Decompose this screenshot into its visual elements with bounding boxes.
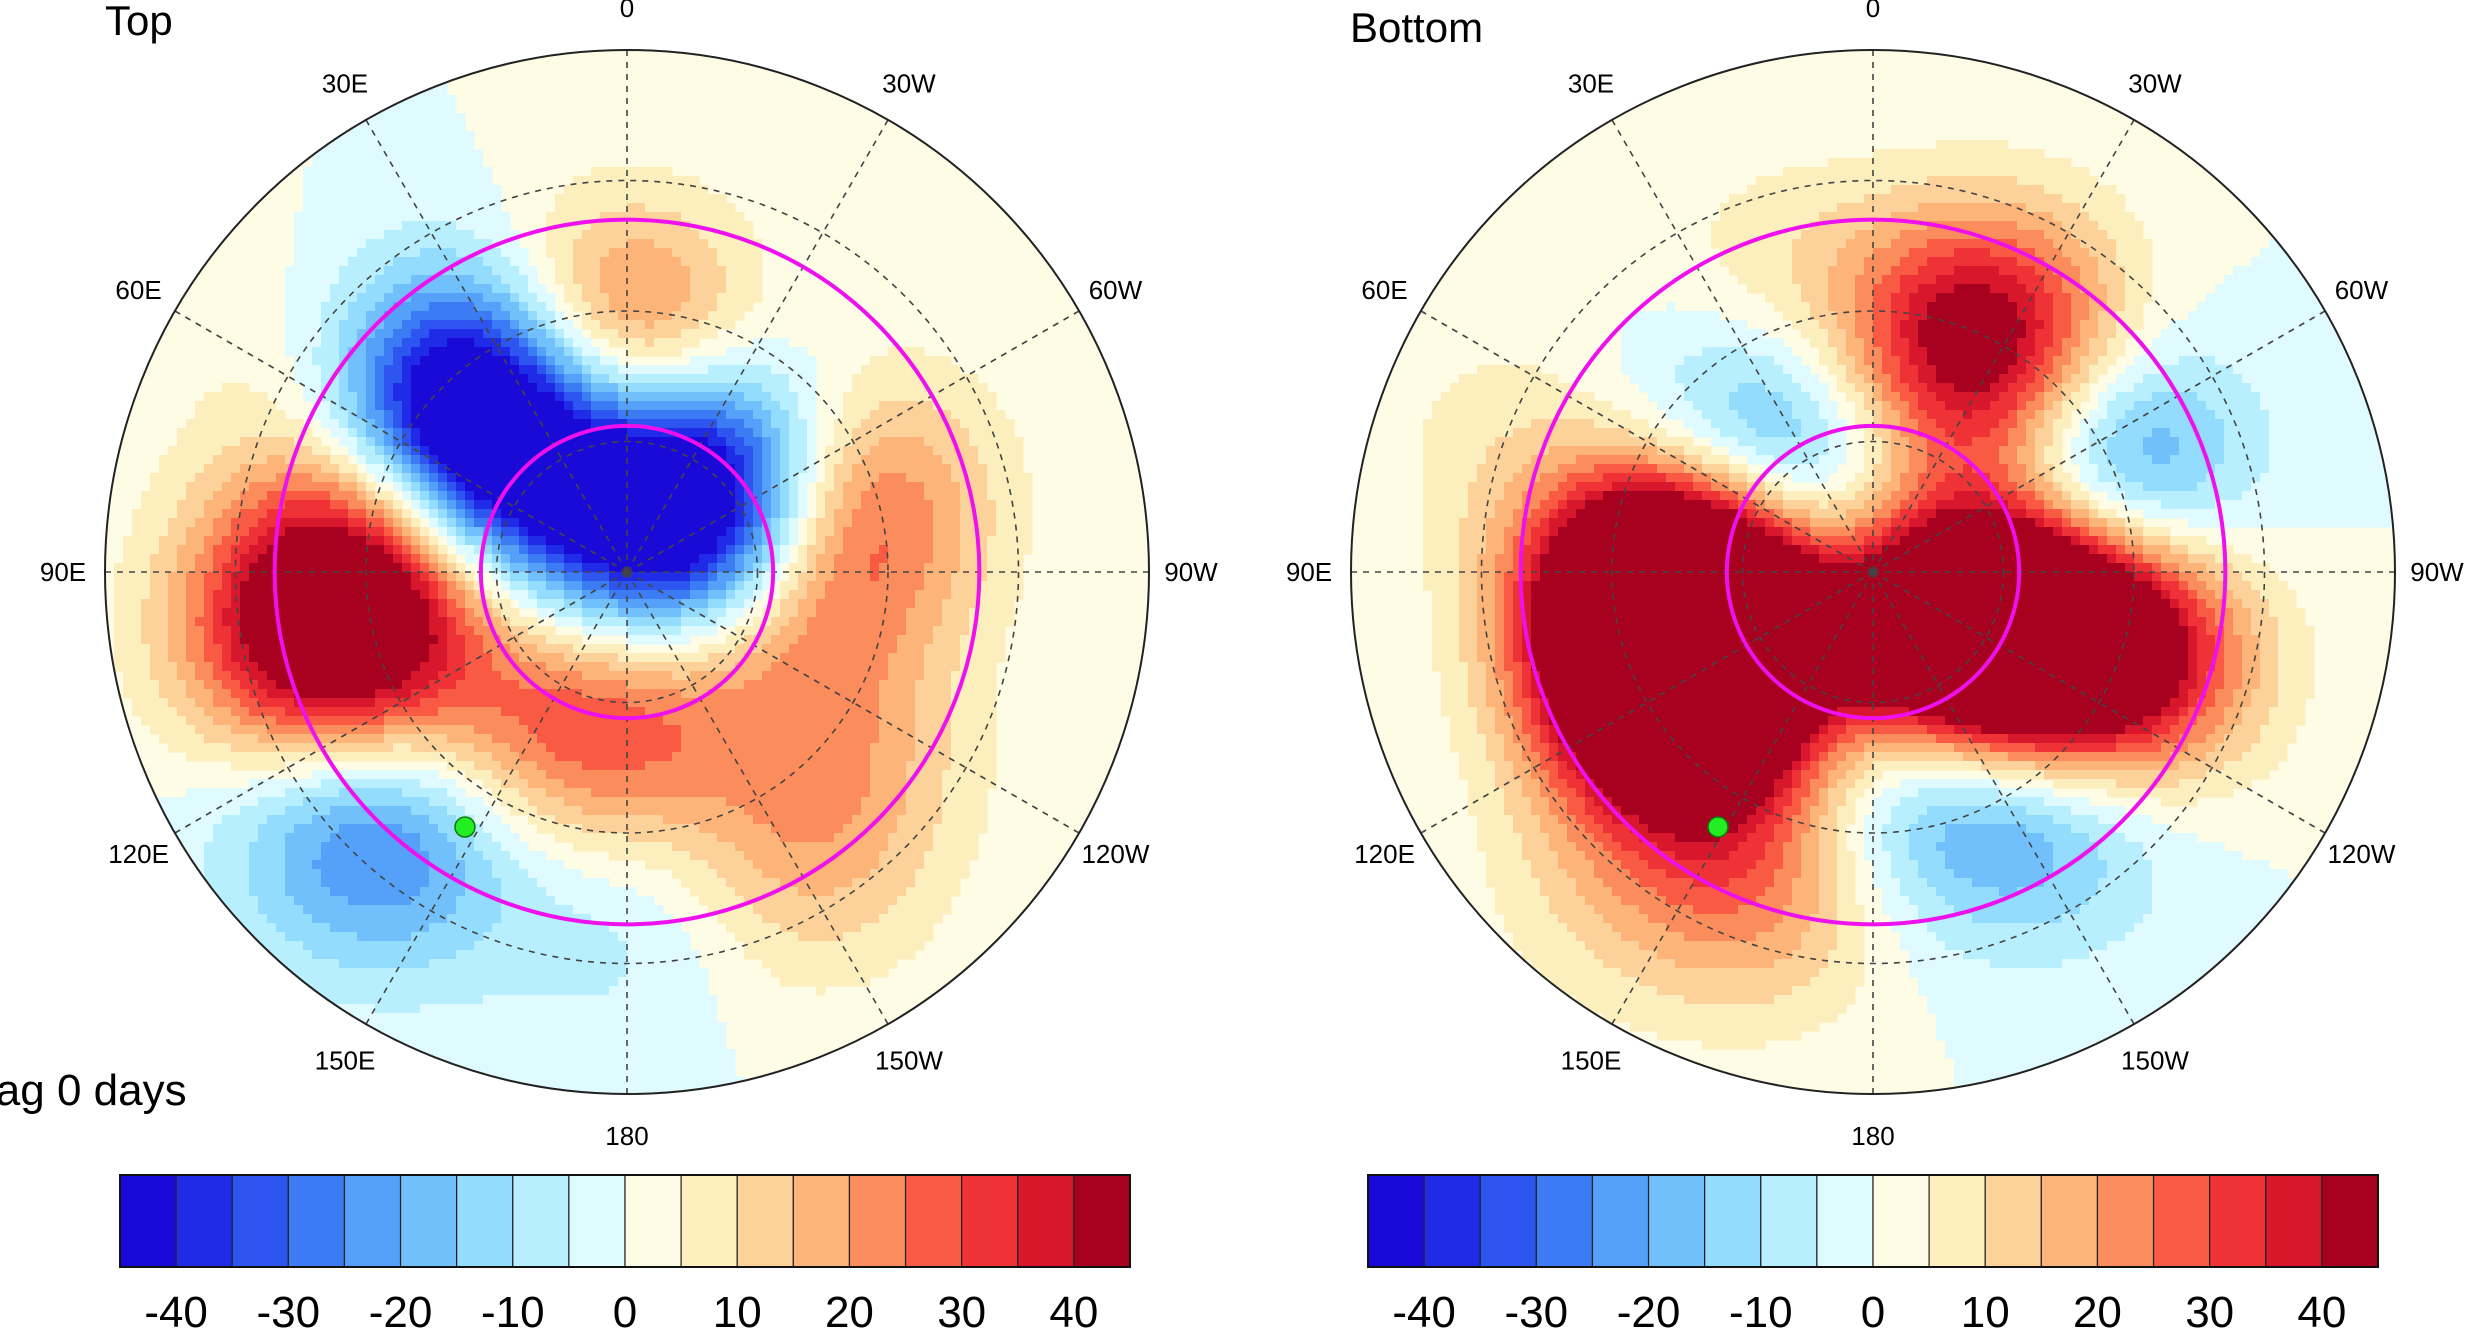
colorbar-tick-label: -30 — [257, 1288, 321, 1332]
colorbar-tick-label: -10 — [481, 1288, 545, 1332]
colorbar-swatch — [1017, 1174, 1075, 1268]
longitude-label: 30W — [882, 69, 936, 99]
colorbar-swatch — [792, 1174, 851, 1268]
colorbar-swatch — [624, 1174, 682, 1268]
colorbar-swatch — [1535, 1174, 1594, 1268]
inner-ring — [478, 423, 776, 721]
longitude-label: 90W — [2410, 557, 2464, 587]
colorbar-tick-label: 0 — [613, 1288, 637, 1332]
colorbar-swatch — [1073, 1174, 1131, 1268]
colorbar-swatch — [119, 1174, 177, 1268]
lag-label: lag 0 days — [0, 1066, 187, 1115]
colorbar-tick-label: -20 — [1617, 1288, 1681, 1332]
colorbar-swatch — [904, 1174, 963, 1268]
colorbar-tick-label: 30 — [937, 1288, 986, 1332]
colorbar-swatch — [399, 1174, 458, 1268]
colorbar-swatch — [343, 1174, 402, 1268]
colorbar-tick-label: 10 — [1961, 1288, 2010, 1332]
colorbar-tick-label: 10 — [713, 1288, 762, 1332]
longitude-label: 150E — [315, 1045, 376, 1075]
colorbar-swatch — [736, 1174, 794, 1268]
colorbar-swatch — [1984, 1174, 2042, 1268]
colorbar-swatch — [2152, 1174, 2211, 1268]
colorbar-swatch — [961, 1174, 1019, 1268]
colorbar-swatch — [1479, 1174, 1537, 1268]
colorbar-bottom: -40 -30 -20 -10 0 10 20 30 40 — [1367, 1174, 2379, 1332]
colorbar-swatch — [287, 1174, 346, 1268]
colorbar-swatch — [175, 1174, 233, 1268]
colorbar-swatch — [1647, 1174, 1706, 1268]
longitude-label: 90W — [1164, 557, 1218, 587]
colorbar-top: -40 -30 -20 -10 0 10 20 30 40 — [119, 1174, 1131, 1332]
colorbar-swatch — [2096, 1174, 2155, 1268]
panel-bottom: Bottom 0 30W 60W 90W 120W 150W 180 150E 120E 90E 6… — [1286, 0, 2464, 1151]
panel-top: Top 0 30W 60W 90W 120W 150W 180 150E 120E 90E 60E 3… — [40, 0, 1218, 1151]
station-marker — [1707, 816, 1729, 838]
map-overlay-bottom — [1350, 49, 2396, 1095]
panel-title-bottom: Bottom — [1350, 4, 1483, 51]
longitude-label: 90E — [1286, 557, 1332, 587]
colorbar-swatch — [848, 1174, 907, 1268]
longitude-labels-bottom: 0 30W 60W 90W 120W 150W 180 150E 120E 90E 60E 30E — [1286, 0, 2464, 1151]
colorbar-swatch — [568, 1174, 626, 1268]
longitude-label: 30E — [322, 69, 368, 99]
anomaly-field-top — [105, 50, 1149, 1094]
colorbar-swatch — [680, 1174, 738, 1268]
longitude-label: 120W — [1081, 839, 1149, 869]
colorbar-tick-label: -40 — [1392, 1288, 1456, 1332]
longitude-label: 0 — [1866, 0, 1880, 23]
longitude-label: 60E — [115, 275, 161, 305]
colorbar-swatch — [1816, 1174, 1874, 1268]
colorbar-swatch — [2265, 1174, 2323, 1268]
colorbar-swatch — [1423, 1174, 1481, 1268]
colorbar-swatch — [2209, 1174, 2267, 1268]
colorbar-swatch — [512, 1174, 570, 1268]
colorbar-swatch — [1928, 1174, 1986, 1268]
colorbar-swatch — [1367, 1174, 1425, 1268]
outer-ring — [272, 217, 982, 927]
colorbar-tick-label: 20 — [825, 1288, 874, 1332]
longitude-label: 120E — [108, 839, 169, 869]
longitude-label: 0 — [620, 0, 634, 23]
colorbar-tick-label: 40 — [2297, 1288, 2346, 1332]
colorbar-swatch — [1760, 1174, 1818, 1268]
colorbar-swatch — [1704, 1174, 1762, 1268]
colorbar-swatch — [1872, 1174, 1930, 1268]
colorbar-tick-label: -20 — [369, 1288, 433, 1332]
longitude-label: 30W — [2128, 69, 2182, 99]
longitude-label: 180 — [1851, 1121, 1894, 1151]
longitude-label: 120E — [1354, 839, 1415, 869]
longitude-label: 60W — [1089, 275, 1143, 305]
colorbar-tick-label: -40 — [144, 1288, 208, 1332]
colorbar-tick-label: 30 — [2185, 1288, 2234, 1332]
panel-title-top: Top — [105, 0, 173, 44]
longitude-label: 150E — [1561, 1045, 1622, 1075]
longitude-label: 90E — [40, 557, 86, 587]
colorbar-swatch — [2321, 1174, 2379, 1268]
colorbar-tick-label: 20 — [2073, 1288, 2122, 1332]
outer-ring — [1518, 217, 2228, 927]
colorbar-tick-label: -10 — [1729, 1288, 1793, 1332]
longitude-label: 180 — [605, 1121, 648, 1151]
longitude-label: 150W — [2121, 1045, 2189, 1075]
station-marker — [454, 816, 476, 838]
longitude-label: 60W — [2335, 275, 2389, 305]
colorbar-tick-label: -30 — [1505, 1288, 1569, 1332]
longitude-label: 150W — [875, 1045, 943, 1075]
colorbar-swatch — [456, 1174, 514, 1268]
colorbar-swatch — [1591, 1174, 1650, 1268]
colorbar-swatch — [231, 1174, 289, 1268]
map-overlay-top — [104, 49, 1150, 1095]
longitude-label: 120W — [2327, 839, 2395, 869]
colorbar-tick-label: 40 — [1049, 1288, 1098, 1332]
longitude-label: 30E — [1568, 69, 1614, 99]
longitude-labels-top: 0 30W 60W 90W 120W 150W 180 150E 120E 90E 60E 30E — [40, 0, 1218, 1151]
inner-ring — [1724, 423, 2022, 721]
colorbar-tick-label: 0 — [1861, 1288, 1885, 1332]
colorbar-swatch — [2040, 1174, 2099, 1268]
longitude-label: 60E — [1361, 275, 1407, 305]
